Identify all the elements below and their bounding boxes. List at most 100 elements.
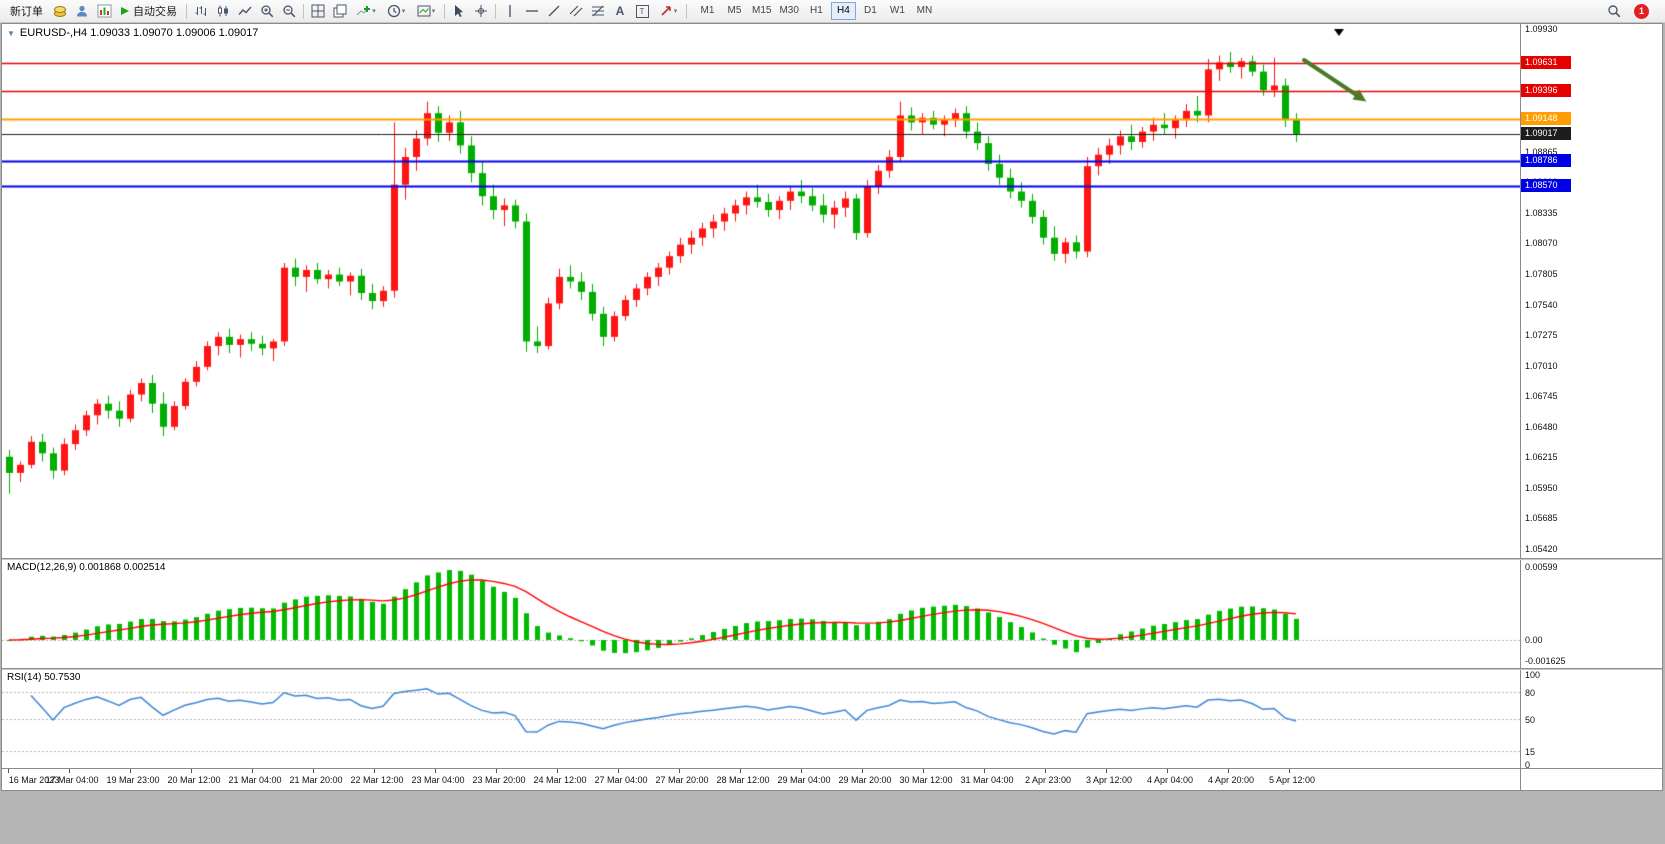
timeframe-button-h4[interactable]: H4 bbox=[830, 2, 856, 20]
main-toolbar: 新订单 自动交易 bbox=[0, 0, 1665, 23]
chart-title: ▼ EURUSD-,H4 1.09033 1.09070 1.09006 1.0… bbox=[7, 27, 258, 39]
time-axis-tick bbox=[862, 769, 863, 773]
cascade-windows-icon[interactable] bbox=[329, 2, 351, 21]
chevron-down-icon: ▾ bbox=[673, 8, 678, 15]
toolbar-separator bbox=[686, 3, 687, 19]
toolbar-right-group: 1 bbox=[1603, 2, 1661, 21]
macd-canvas[interactable] bbox=[2, 560, 1520, 668]
chart-window: ▼ EURUSD-,H4 1.09033 1.09070 1.09006 1.0… bbox=[1, 23, 1663, 791]
indicators-dropdown-icon[interactable]: ▾ bbox=[351, 2, 381, 21]
time-axis-label: 3 Apr 12:00 bbox=[1085, 775, 1133, 785]
price-scale-label: 1.08335 bbox=[1525, 208, 1558, 218]
pane-splitter[interactable] bbox=[2, 558, 1662, 560]
terminal-icon[interactable] bbox=[93, 2, 115, 21]
text-icon[interactable]: A bbox=[615, 4, 625, 18]
channel-icon[interactable] bbox=[565, 2, 587, 21]
candlestick-chart-icon[interactable] bbox=[212, 2, 234, 21]
time-axis-label: 5 Apr 12:00 bbox=[1268, 775, 1316, 785]
time-axis-label: 21 Mar 20:00 bbox=[289, 775, 343, 785]
auto-trading-button[interactable]: 自动交易 bbox=[115, 2, 183, 21]
time-axis-tick bbox=[435, 769, 436, 773]
accounts-icon[interactable] bbox=[71, 2, 93, 21]
trendline-icon[interactable] bbox=[543, 2, 565, 21]
price-level-badge: 1.09631 bbox=[1521, 56, 1571, 69]
chevron-down-icon: ▾ bbox=[431, 8, 436, 15]
toolbar-separator bbox=[495, 3, 496, 19]
timeframe-button-m5[interactable]: M5 bbox=[727, 5, 742, 16]
rsi-title: RSI(14) 50.7530 bbox=[7, 672, 81, 683]
zoom-in-icon[interactable] bbox=[256, 2, 278, 21]
timeframe-button-d1[interactable]: D1 bbox=[864, 5, 877, 16]
time-axis-tick bbox=[801, 769, 802, 773]
timeframe-button-w1[interactable]: W1 bbox=[889, 5, 905, 16]
fibonacci-icon[interactable] bbox=[587, 2, 609, 21]
time-axis-tick bbox=[1289, 769, 1290, 773]
bar-chart-icon[interactable] bbox=[190, 2, 212, 21]
price-chart-canvas[interactable] bbox=[2, 24, 1520, 558]
price-level-badge: 1.09396 bbox=[1521, 84, 1571, 97]
time-axis-tick bbox=[618, 769, 619, 773]
price-scale[interactable]: 1.099301.096651.094001.091351.088651.086… bbox=[1520, 24, 1662, 770]
arrows-dropdown-icon[interactable]: ▾ bbox=[653, 2, 683, 21]
time-axis-tick bbox=[374, 769, 375, 773]
rsi-scale-label: 15 bbox=[1525, 747, 1536, 757]
time-axis-tick bbox=[557, 769, 558, 773]
timeframe-button-m15[interactable]: M15 bbox=[752, 5, 772, 16]
time-axis-tick bbox=[130, 769, 131, 773]
play-icon bbox=[121, 7, 129, 15]
time-axis-tick bbox=[1167, 769, 1168, 773]
macd-title: MACD(12,26,9) 0.001868 0.002514 bbox=[7, 562, 166, 573]
macd-scale-label: 0.00599 bbox=[1525, 562, 1558, 572]
macd-scale-label: 0.00 bbox=[1525, 635, 1543, 645]
horizontal-line-icon[interactable] bbox=[521, 2, 543, 21]
text-label-icon[interactable]: T bbox=[631, 2, 653, 21]
cursor-icon[interactable] bbox=[448, 2, 470, 21]
price-level-badge: 1.08786 bbox=[1521, 154, 1571, 167]
price-scale-label: 1.05420 bbox=[1525, 544, 1558, 554]
price-scale-label: 1.07540 bbox=[1525, 300, 1558, 310]
time-axis-label: 4 Apr 04:00 bbox=[1146, 775, 1194, 785]
time-axis-tick bbox=[252, 769, 253, 773]
market-watch-icon[interactable] bbox=[49, 2, 71, 21]
time-axis-tick bbox=[8, 769, 9, 773]
time-axis-tick bbox=[984, 769, 985, 773]
price-scale-label: 1.05950 bbox=[1525, 483, 1558, 493]
crosshair-icon[interactable] bbox=[470, 2, 492, 21]
rsi-scale-label: 80 bbox=[1525, 688, 1536, 698]
time-axis-tick bbox=[1045, 769, 1046, 773]
templates-dropdown-icon[interactable]: ▾ bbox=[411, 2, 441, 21]
rsi-scale-label: 50 bbox=[1525, 715, 1536, 725]
vertical-line-icon[interactable] bbox=[499, 2, 521, 21]
timeframe-button-m1[interactable]: M1 bbox=[700, 5, 715, 16]
time-axis-label: 31 Mar 04:00 bbox=[960, 775, 1014, 785]
price-level-badge: 1.08570 bbox=[1521, 179, 1571, 192]
price-scale-label: 1.06215 bbox=[1525, 452, 1558, 462]
tile-windows-icon[interactable] bbox=[307, 2, 329, 21]
line-chart-icon[interactable] bbox=[234, 2, 256, 21]
notification-badge[interactable]: 1 bbox=[1634, 3, 1649, 19]
zoom-out-icon[interactable] bbox=[278, 2, 300, 21]
search-icon[interactable] bbox=[1603, 2, 1625, 21]
time-axis-tick bbox=[69, 769, 70, 773]
time-axis-tick bbox=[191, 769, 192, 773]
rsi-canvas[interactable] bbox=[2, 670, 1520, 768]
one-click-trading-icon[interactable]: ▼ bbox=[7, 28, 15, 38]
time-axis-label: 19 Mar 23:00 bbox=[106, 775, 160, 785]
time-axis-tick bbox=[679, 769, 680, 773]
new-order-button[interactable]: 新订单 bbox=[4, 2, 49, 21]
time-axis-label: 16 Mar 2023 bbox=[8, 775, 60, 785]
chart-ohlc-text: EURUSD-,H4 1.09033 1.09070 1.09006 1.090… bbox=[19, 27, 259, 39]
price-level-badge: 1.09017 bbox=[1521, 127, 1571, 140]
rsi-scale-label: 100 bbox=[1525, 670, 1541, 680]
timeframe-button-h1[interactable]: H1 bbox=[810, 5, 823, 16]
time-axis-tick bbox=[1228, 769, 1229, 773]
time-axis-label: 29 Mar 20:00 bbox=[838, 775, 892, 785]
time-axis[interactable]: 16 Mar 2023 17 Mar 04:00 19 Mar 23:00 20 Ma… bbox=[2, 768, 1662, 790]
pane-splitter[interactable] bbox=[2, 668, 1662, 670]
periods-dropdown-icon[interactable]: ▾ bbox=[381, 2, 411, 21]
timeframe-button-m30[interactable]: M30 bbox=[779, 5, 799, 16]
time-axis-label: 30 Mar 12:00 bbox=[899, 775, 953, 785]
timeframe-button-mn[interactable]: MN bbox=[916, 5, 933, 16]
price-scale-label: 1.06480 bbox=[1525, 422, 1558, 432]
